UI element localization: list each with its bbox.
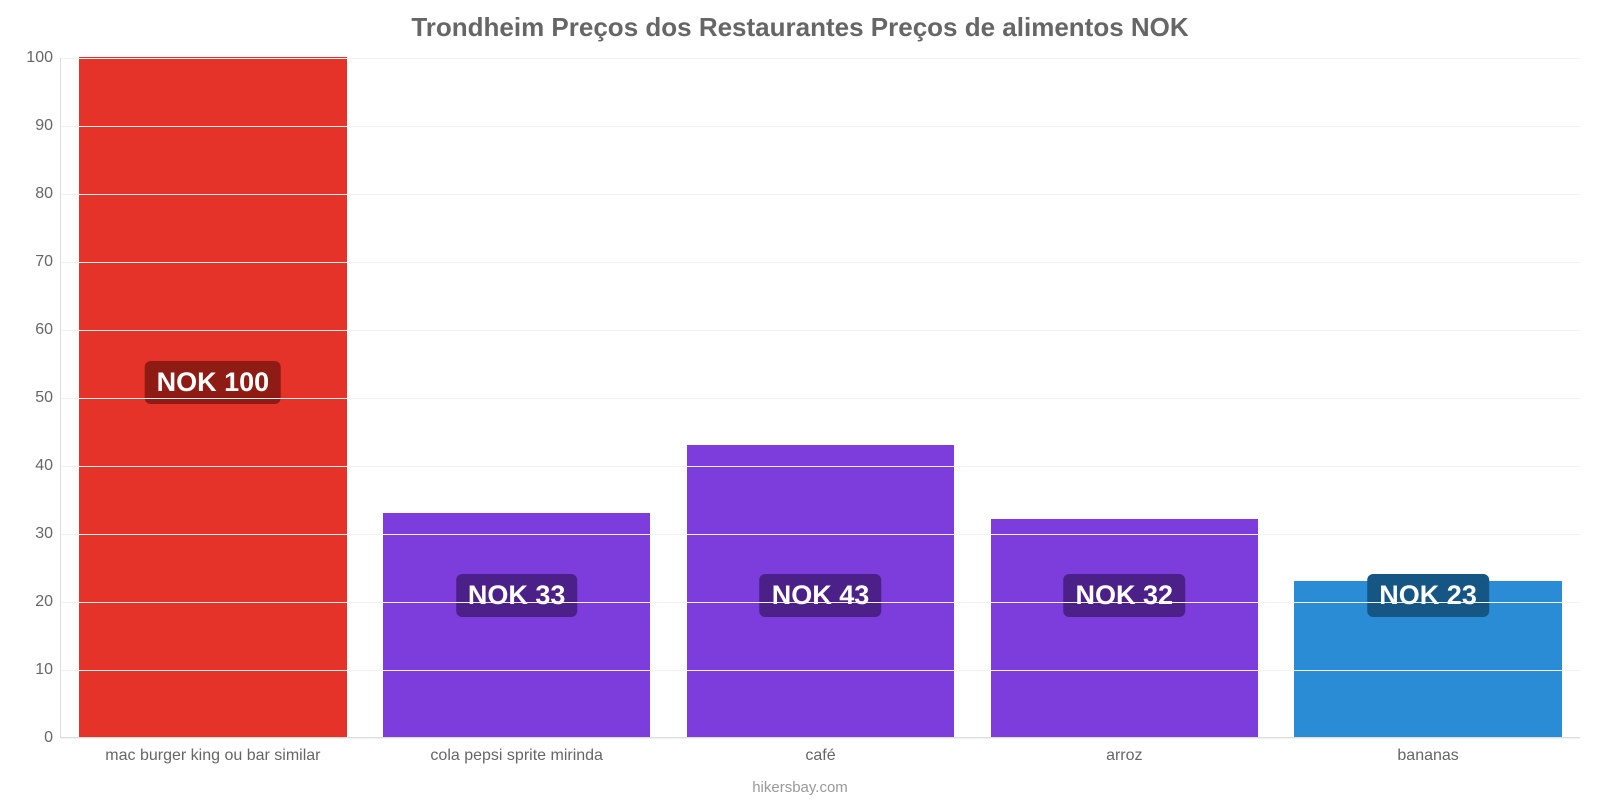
gridline [61,330,1580,331]
ytick-label: 40 [35,457,61,475]
ytick-label: 70 [35,253,61,271]
gridline [61,126,1580,127]
xtick-label: cola pepsi sprite mirinda [365,737,669,765]
ytick-label: 10 [35,661,61,679]
gridline [61,670,1580,671]
gridline [61,738,1580,739]
gridline [61,398,1580,399]
xtick-label: café [669,737,973,765]
price-bar-chart: Trondheim Preços dos Restaurantes Preços… [0,0,1600,800]
attribution-text: hikersbay.com [0,779,1600,796]
plot-area: mac burger king ou bar similarNOK 100col… [60,58,1580,738]
ytick-label: 90 [35,117,61,135]
chart-title: Trondheim Preços dos Restaurantes Preços… [0,12,1600,43]
gridline [61,534,1580,535]
xtick-label: mac burger king ou bar similar [61,737,365,765]
bar [383,513,650,737]
xtick-label: bananas [1276,737,1580,765]
ytick-label: 50 [35,389,61,407]
bar [991,519,1258,737]
ytick-label: 30 [35,525,61,543]
ytick-label: 0 [44,729,61,747]
ytick-label: 60 [35,321,61,339]
xtick-label: arroz [972,737,1276,765]
ytick-label: 80 [35,185,61,203]
gridline [61,194,1580,195]
gridline [61,466,1580,467]
value-badge: NOK 43 [760,574,882,617]
ytick-label: 100 [26,49,61,67]
value-badge: NOK 23 [1367,574,1489,617]
gridline [61,262,1580,263]
value-badge: NOK 32 [1064,574,1186,617]
ytick-label: 20 [35,593,61,611]
gridline [61,602,1580,603]
value-badge: NOK 33 [456,574,578,617]
gridline [61,58,1580,59]
